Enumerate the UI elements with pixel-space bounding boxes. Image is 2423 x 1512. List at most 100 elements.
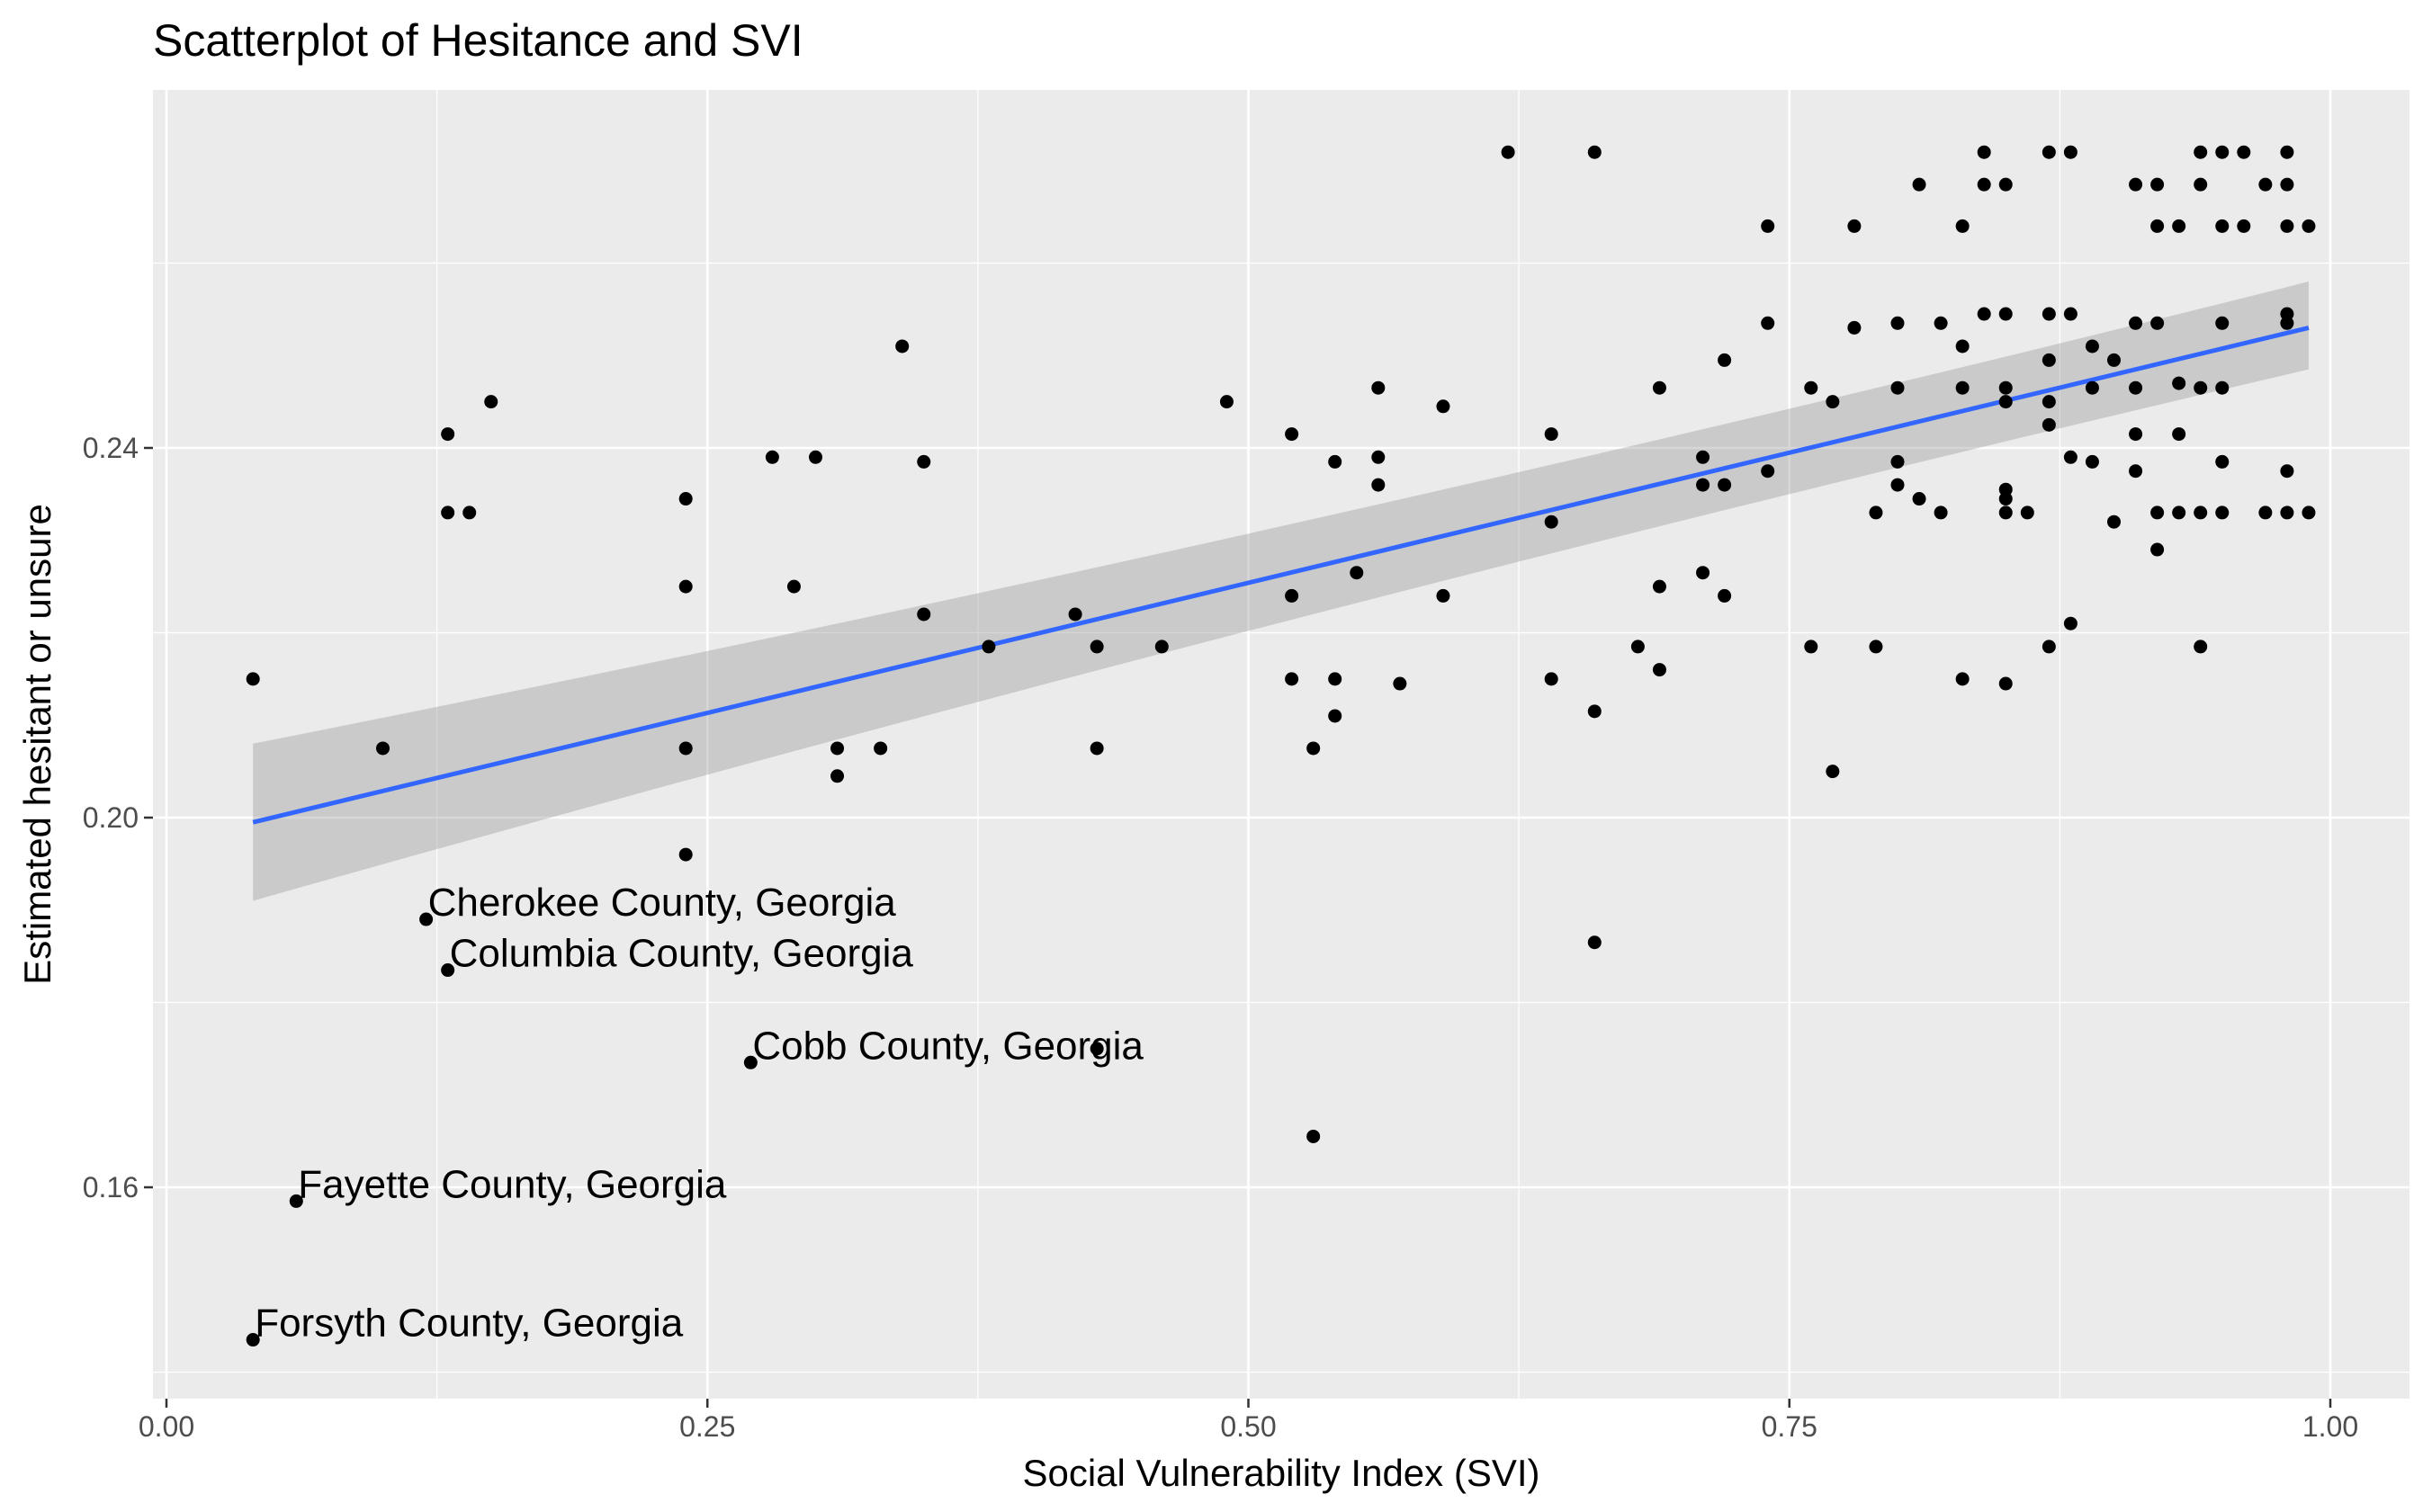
data-point — [1652, 380, 1666, 395]
data-point — [1436, 588, 1450, 603]
data-point — [1998, 177, 2013, 192]
data-point — [1804, 640, 1818, 654]
data-point — [1371, 450, 1386, 464]
data-point — [1501, 145, 1515, 159]
data-point — [2172, 219, 2186, 233]
data-point — [1587, 935, 1602, 950]
data-point — [289, 1194, 303, 1208]
data-point — [1371, 380, 1386, 395]
data-point — [1890, 454, 1905, 469]
data-point — [2280, 145, 2294, 159]
data-point — [246, 1333, 260, 1347]
data-point — [1998, 482, 2013, 497]
data-point — [2107, 514, 2121, 529]
county-annotation: Columbia County, Georgia — [450, 932, 914, 976]
data-point — [1544, 672, 1558, 686]
data-point — [2258, 177, 2273, 192]
county-annotation: Fayette County, Georgia — [298, 1162, 727, 1206]
data-point — [1328, 454, 1342, 469]
data-point — [1761, 316, 1775, 330]
data-point — [2107, 353, 2121, 367]
data-point — [2215, 380, 2230, 395]
y-axis-ticks: 0.16 0.20 0.24 — [83, 432, 153, 1203]
y-axis-title: Estimated hesitant or unsure — [16, 504, 58, 985]
data-point — [2085, 380, 2099, 395]
minor-gridlines — [153, 90, 2410, 1399]
data-point — [1219, 395, 1234, 409]
data-point — [895, 339, 910, 353]
data-point — [2280, 219, 2294, 233]
data-point — [2150, 219, 2165, 233]
data-point — [1630, 640, 1645, 654]
chart-title: Scatterplot of Hesitance and SVI — [153, 15, 803, 66]
data-point — [1804, 380, 1818, 395]
data-point — [1934, 505, 1948, 520]
data-points — [246, 145, 2316, 1347]
x-tick-label: 0.50 — [1220, 1410, 1276, 1443]
data-point — [1761, 219, 1775, 233]
data-point — [1998, 676, 2013, 691]
data-point — [462, 505, 477, 520]
data-point — [743, 1055, 758, 1069]
data-point — [2042, 640, 2056, 654]
data-point — [2215, 505, 2230, 520]
data-point — [1955, 672, 1970, 686]
data-point — [2194, 640, 2208, 654]
data-point — [1328, 709, 1342, 723]
data-point — [2150, 316, 2165, 330]
data-point — [678, 847, 693, 862]
data-point — [1955, 380, 1970, 395]
data-point — [1826, 765, 1840, 779]
data-point — [376, 741, 390, 756]
point-annotations: Cherokee County, Georgia Columbia County,… — [255, 881, 1144, 1346]
data-point — [1934, 316, 1948, 330]
data-point — [1285, 427, 1299, 442]
x-axis-ticks: 0.00 0.25 0.50 0.75 1.00 — [139, 1399, 2358, 1443]
data-point — [1977, 307, 1991, 321]
data-point — [2302, 219, 2316, 233]
data-point — [1998, 395, 2013, 409]
data-point — [2129, 316, 2143, 330]
y-tick-label: 0.20 — [83, 801, 139, 834]
y-tick-label: 0.16 — [83, 1171, 139, 1203]
data-point — [1955, 339, 1970, 353]
data-point — [2085, 339, 2099, 353]
data-point — [2280, 316, 2294, 330]
data-point — [2280, 307, 2294, 321]
data-point — [2280, 177, 2294, 192]
data-point — [2129, 380, 2143, 395]
data-point — [2280, 464, 2294, 479]
data-point — [874, 741, 888, 756]
data-point — [2042, 353, 2056, 367]
data-point — [678, 579, 693, 594]
county-annotation: Cobb County, Georgia — [752, 1024, 1144, 1068]
data-point — [917, 607, 931, 622]
data-point — [678, 741, 693, 756]
data-point — [2194, 177, 2208, 192]
x-axis-title: Social Vulnerability Index (SVI) — [1022, 1452, 1539, 1494]
data-point — [2042, 307, 2056, 321]
data-point — [441, 963, 455, 978]
data-point — [1998, 380, 2013, 395]
county-annotation: Forsyth County, Georgia — [255, 1302, 684, 1346]
data-point — [1090, 741, 1104, 756]
data-point — [2063, 450, 2077, 464]
data-point — [809, 450, 822, 464]
data-point — [1826, 395, 1840, 409]
data-point — [1696, 478, 1710, 492]
data-point — [982, 640, 996, 654]
data-point — [2129, 427, 2143, 442]
data-point — [2302, 505, 2316, 520]
data-point — [1890, 380, 1905, 395]
data-point — [2172, 427, 2186, 442]
data-point — [1869, 505, 1883, 520]
data-point — [1718, 478, 1732, 492]
data-point — [2129, 464, 2143, 479]
data-point — [1652, 579, 1666, 594]
data-point — [2215, 145, 2230, 159]
data-point — [1696, 566, 1710, 580]
regression-line — [252, 325, 2310, 825]
data-point — [1869, 640, 1883, 654]
data-point — [1090, 640, 1104, 654]
data-point — [2194, 145, 2208, 159]
